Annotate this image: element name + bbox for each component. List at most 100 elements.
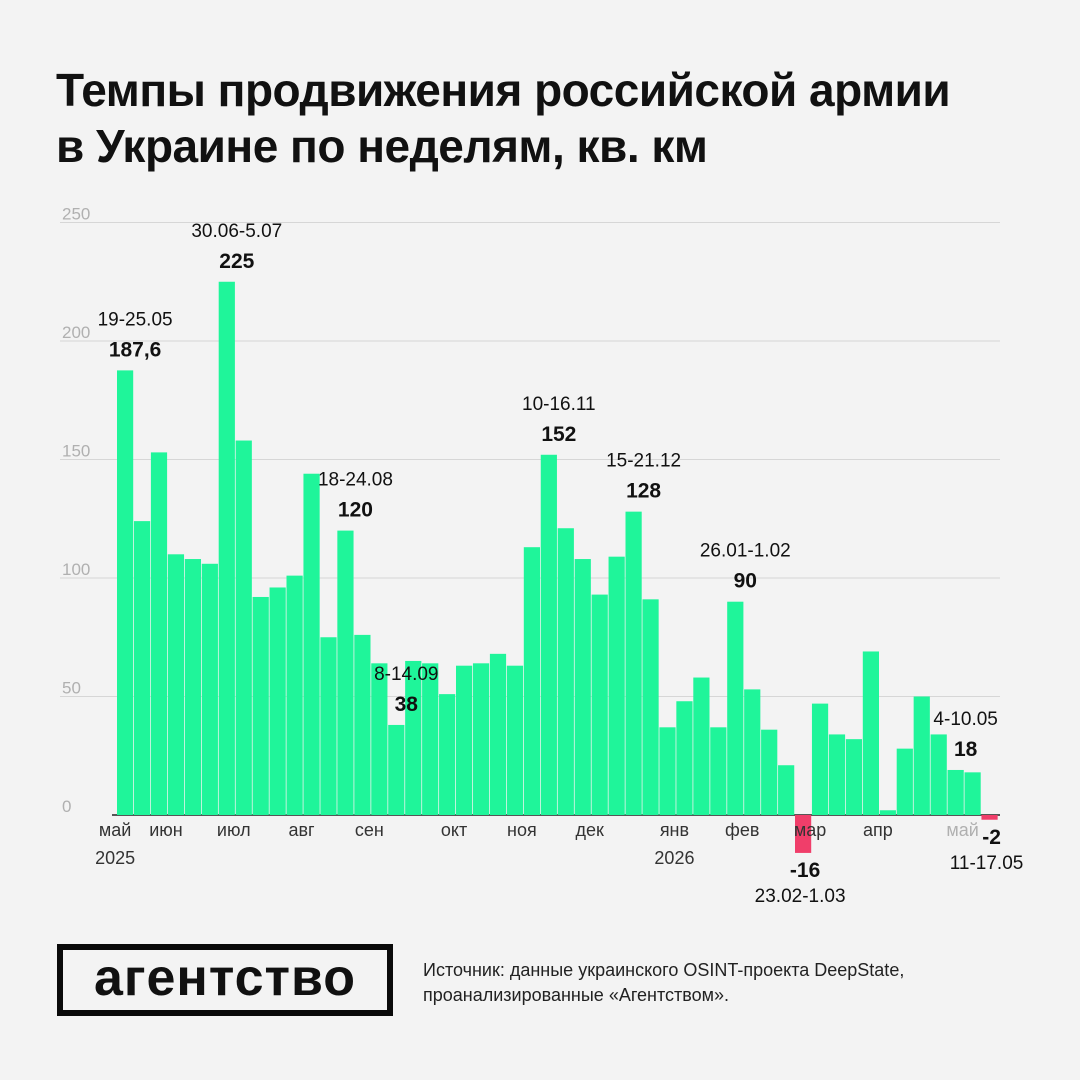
bar xyxy=(405,660,422,815)
bar xyxy=(184,559,201,815)
annotation-value: 187,6 xyxy=(109,338,162,361)
bar xyxy=(388,724,405,815)
bar xyxy=(676,701,693,815)
x-tick-month: янв xyxy=(660,820,689,840)
annotation-value: 225 xyxy=(219,250,254,273)
bar xyxy=(642,599,659,815)
source-note: Источник: данные украинского OSINT-проек… xyxy=(423,960,905,1005)
annotation-dates: 18-24.08 xyxy=(318,470,393,491)
x-tick-month: авг xyxy=(288,820,315,840)
bar xyxy=(608,556,625,815)
bar xyxy=(235,440,252,815)
annotation-value: 128 xyxy=(626,480,661,503)
bar xyxy=(964,772,981,815)
bar xyxy=(913,696,930,815)
x-tick-month: фев xyxy=(725,820,759,840)
bar xyxy=(167,554,185,815)
bar xyxy=(252,596,269,815)
y-tick-label: 200 xyxy=(62,323,90,342)
bar xyxy=(659,727,676,815)
bar xyxy=(269,587,286,815)
bar xyxy=(133,521,151,815)
bar xyxy=(201,563,218,815)
bar xyxy=(693,677,710,815)
bar xyxy=(472,663,490,815)
logo-text: агентство xyxy=(93,949,357,1007)
annotation-dates: 10-16.11 xyxy=(522,394,596,415)
annotation-value: -16 xyxy=(790,859,820,882)
x-tick-month: июл xyxy=(217,820,251,840)
x-tick-month: апр xyxy=(863,820,893,840)
annotation-value: 38 xyxy=(395,693,419,716)
bar xyxy=(371,663,388,815)
y-tick-label: 0 xyxy=(62,797,71,816)
bar xyxy=(947,769,964,815)
bar xyxy=(811,703,829,815)
annotation-dates: 11-17.05 xyxy=(950,853,1024,874)
bar xyxy=(506,665,524,815)
bar xyxy=(625,511,642,815)
bar xyxy=(117,370,134,815)
bar xyxy=(320,637,337,815)
labels-layer: май июн июл авг сен окт ноя дек янв фев мар апр май2… xyxy=(95,221,1023,907)
annotation-dates: 15-21.12 xyxy=(606,451,681,472)
bar xyxy=(218,281,235,815)
annotation-dates: 23.02-1.03 xyxy=(755,886,846,907)
bar xyxy=(727,601,744,815)
bar xyxy=(337,530,354,815)
bar xyxy=(828,734,846,815)
bar xyxy=(354,634,371,815)
x-tick-year: 2025 xyxy=(95,848,135,868)
x-tick-month: май xyxy=(99,820,131,840)
x-tick-month: окт xyxy=(441,820,467,840)
x-tick-month: дек xyxy=(576,820,605,840)
bar xyxy=(744,689,761,815)
bar xyxy=(862,651,879,815)
bar xyxy=(557,528,574,815)
annotation-dates: 30.06-5.07 xyxy=(191,221,282,242)
bar xyxy=(761,729,778,815)
bar-negative xyxy=(981,815,998,820)
annotation-value: 18 xyxy=(954,738,978,761)
annotation-dates: 26.01-1.02 xyxy=(700,541,791,562)
x-tick-month: июн xyxy=(149,820,183,840)
bar xyxy=(896,748,913,815)
y-tick-label: 100 xyxy=(62,560,90,579)
x-tick-month: мар xyxy=(794,820,826,840)
bar xyxy=(303,473,320,815)
annotation-dates: 4-10.05 xyxy=(933,709,997,730)
x-tick-month: ноя xyxy=(507,820,537,840)
bar xyxy=(540,454,557,815)
y-tick-label: 50 xyxy=(62,679,81,698)
y-tick-label: 150 xyxy=(62,442,90,461)
annotation-value: 152 xyxy=(541,423,576,446)
bar-negative xyxy=(795,815,812,853)
bar xyxy=(286,575,303,815)
x-tick-month: сен xyxy=(355,820,384,840)
x-tick-year: 2026 xyxy=(654,848,694,868)
bar xyxy=(879,810,896,815)
bars-layer xyxy=(117,281,998,853)
annotation-value: -2 xyxy=(982,826,1001,849)
bar xyxy=(422,663,439,815)
bar xyxy=(574,559,591,815)
chart-title: Темпы продвижения российской армии в Укр… xyxy=(56,64,951,172)
annotation-dates: 19-25.05 xyxy=(98,309,173,330)
annotation-dates: 8-14.09 xyxy=(374,664,438,685)
bar xyxy=(489,653,507,815)
bar xyxy=(523,547,540,815)
bar xyxy=(456,665,473,815)
bar xyxy=(845,739,863,815)
annotation-value: 120 xyxy=(338,499,373,522)
bar xyxy=(930,734,947,815)
bar xyxy=(778,765,795,815)
bar xyxy=(439,694,456,815)
bar xyxy=(591,594,608,815)
agentstvo-logo: агентство xyxy=(57,944,393,1016)
y-tick-label: 250 xyxy=(62,205,90,224)
bar xyxy=(710,727,727,815)
bar xyxy=(150,452,168,815)
x-tick-month: май xyxy=(946,820,978,840)
annotation-value: 90 xyxy=(734,570,757,593)
